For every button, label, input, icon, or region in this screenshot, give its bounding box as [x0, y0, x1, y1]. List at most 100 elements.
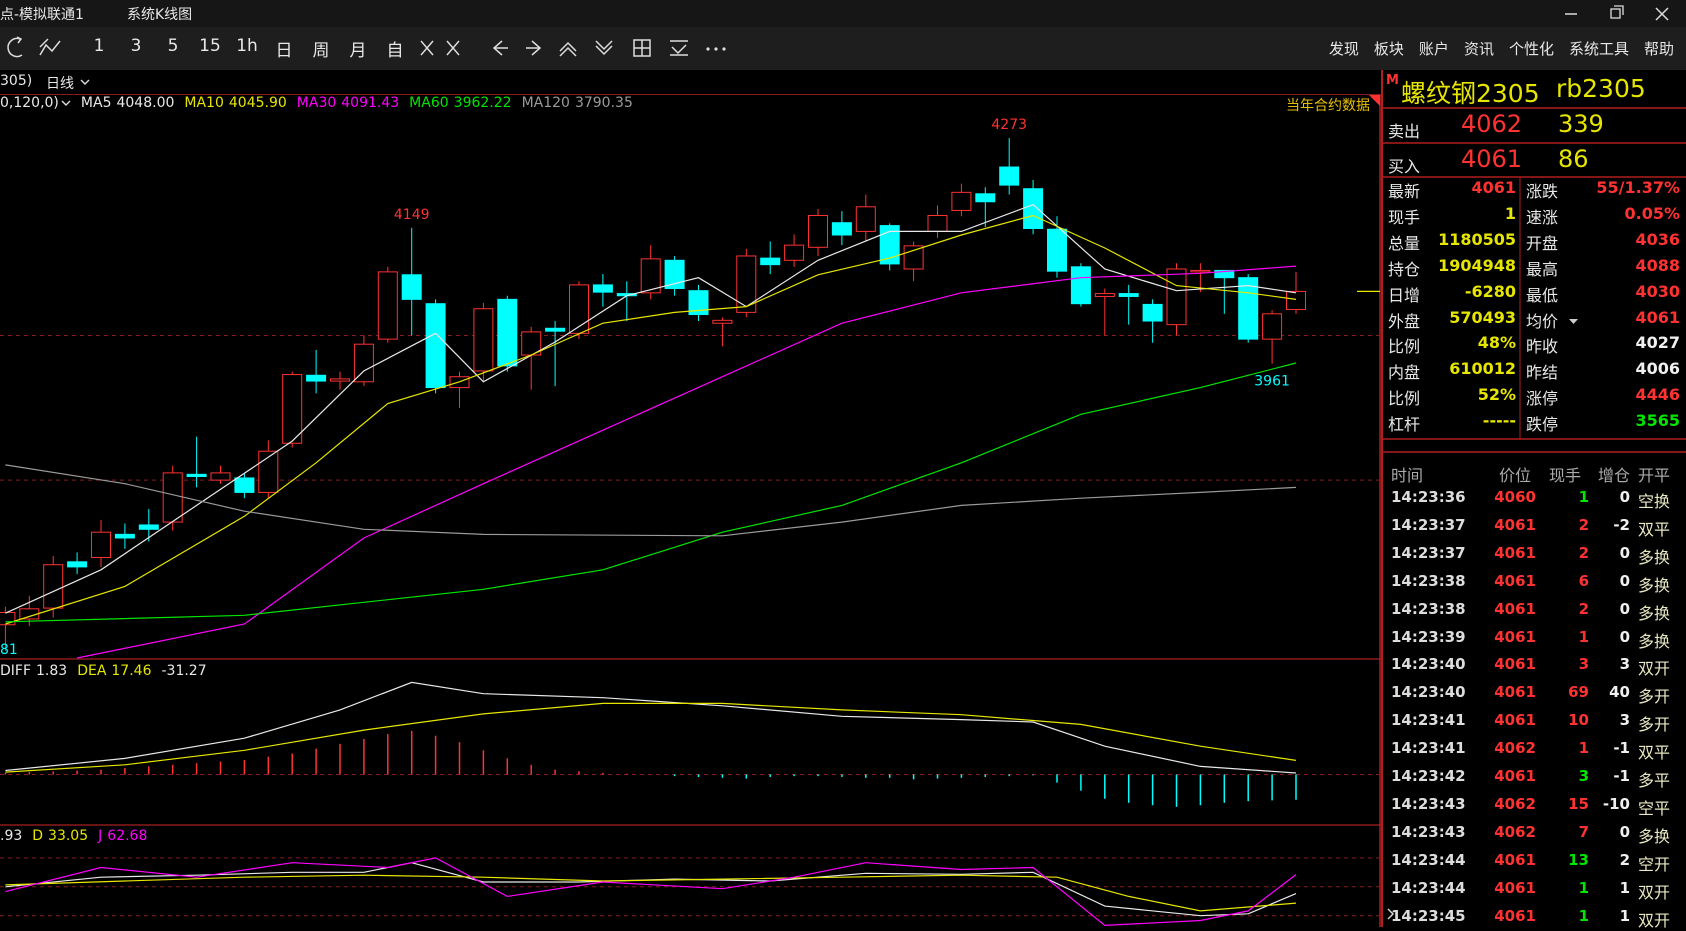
toolbar: 1 3 5 15 1h 日周月自 发现 板块 账户 资讯 个性化 系统工具 帮助 — [0, 27, 1686, 70]
trade-type: 双开 — [1638, 659, 1671, 679]
period-button[interactable]: 1h — [236, 36, 258, 56]
menu-item[interactable]: 资讯 — [1463, 40, 1494, 58]
candle-body — [258, 450, 279, 493]
candle-body — [855, 206, 876, 232]
trade-type: 多换 — [1638, 631, 1671, 651]
candle-body — [1262, 313, 1283, 340]
menu-item[interactable]: 账户 — [1418, 40, 1449, 58]
quote-value: ----- — [1482, 411, 1516, 431]
legend-item: MA10 4045.90 — [184, 95, 286, 111]
legend-item: .93 — [0, 828, 22, 844]
quote-value: 4006 — [1635, 359, 1680, 379]
indicator-line — [5, 702, 1297, 773]
menu-item[interactable]: 板块 — [1373, 40, 1404, 58]
quote-label: 跌停 — [1526, 415, 1559, 435]
period-button[interactable]: 自 — [386, 41, 404, 61]
menu-item[interactable]: 系统工具 — [1568, 40, 1629, 58]
quote-value: 4088 — [1635, 255, 1680, 275]
window-buttons[interactable] — [1555, 0, 1686, 27]
trade-price: 4061 — [1494, 515, 1536, 534]
trade-type: 空换 — [1638, 492, 1671, 511]
legend-name: J — [98, 828, 103, 844]
candle-body — [91, 531, 111, 558]
legend-params: 0,120,0) — [0, 95, 71, 111]
buy-label: 买入 — [1388, 157, 1421, 176]
candle-body — [67, 561, 88, 568]
menu-item[interactable]: 发现 — [1328, 40, 1359, 58]
menu-item[interactable]: 帮助 — [1643, 40, 1674, 58]
trade-change: 0 — [1619, 571, 1630, 590]
contract-code: rb2305 — [1556, 74, 1646, 103]
trade-change: 40 — [1609, 683, 1630, 702]
buy-volume: 86 — [1558, 145, 1589, 173]
high-label: 4273 — [991, 117, 1027, 133]
quote-value: 4030 — [1635, 281, 1680, 301]
trade-price: 4061 — [1494, 906, 1536, 925]
trade-type: 双开 — [1638, 882, 1671, 902]
period-button[interactable]: 月 — [349, 41, 367, 61]
trade-price: 4061 — [1494, 571, 1536, 590]
trade-time: 14:23:41 — [1391, 711, 1466, 730]
trade-price: 4060 — [1494, 488, 1536, 506]
triangle — [1569, 318, 1578, 324]
quote-value: 4061 — [1635, 307, 1680, 327]
contract: 305) — [0, 73, 33, 89]
legend-name: MA30 — [296, 95, 337, 111]
high-label: 4149 — [394, 207, 430, 223]
trade-type: 多开 — [1638, 715, 1671, 735]
candle-body — [138, 524, 159, 530]
trade-hand: 1 — [1578, 627, 1589, 646]
trade-change: -1 — [1613, 739, 1630, 758]
dropdown-icon[interactable] — [1569, 318, 1579, 326]
period-button[interactable]: 3 — [130, 36, 142, 56]
quote-value: 52% — [1477, 385, 1516, 405]
period-button[interactable]: 15 — [199, 36, 221, 56]
quote-label: 最新 — [1388, 182, 1421, 201]
dropdown-icon[interactable] — [61, 98, 71, 108]
charts: 4149 4273 3961 81 — [0, 94, 1381, 927]
trade-price: 4062 — [1494, 822, 1536, 841]
period-button[interactable]: 1 — [93, 36, 105, 56]
quote-label: 速涨 — [1526, 207, 1559, 227]
trade-change: -1 — [1613, 767, 1630, 785]
legend-value: 4048.00 — [116, 95, 175, 111]
trade-time: 14:23:43 — [1391, 794, 1466, 813]
legend-item: MA5 4048.00 — [81, 95, 174, 111]
trade-price: 4061 — [1494, 683, 1536, 702]
indicator-line — [5, 203, 1297, 614]
candle-body — [425, 303, 446, 389]
candle-body — [1094, 293, 1115, 297]
quote-value: 4036 — [1635, 229, 1680, 249]
trade-hand: 3 — [1578, 767, 1589, 785]
trade-change: 0 — [1619, 822, 1630, 841]
candle-body — [760, 257, 781, 266]
trade-price: 4062 — [1494, 739, 1536, 758]
candle-body — [712, 319, 733, 324]
panel-lines — [1383, 107, 1686, 920]
account: 点-模拟联通1 — [0, 7, 84, 23]
legend-name: DEA — [77, 663, 107, 679]
period-button[interactable]: 5 — [167, 36, 179, 56]
quote-label: 持仓 — [1388, 259, 1421, 279]
period-button[interactable]: 周 — [312, 41, 330, 61]
toolbar-icons — [7, 36, 726, 58]
candle-body — [879, 225, 900, 265]
trade-price: 4061 — [1494, 878, 1536, 897]
candle-body — [401, 274, 422, 300]
candle-body — [903, 245, 924, 270]
dropdown-icon[interactable] — [80, 77, 90, 87]
title-bar: 点-模拟联通1 系统K线图 — [0, 0, 1686, 27]
candle-body — [1047, 228, 1067, 272]
legend-name: D — [32, 828, 44, 844]
trade-change: 0 — [1619, 599, 1630, 618]
trade-price: 4062 — [1494, 794, 1536, 813]
period[interactable]: 日线 — [46, 76, 74, 92]
candle-body — [951, 191, 972, 211]
kdj-legend: .93 D 33.05 J 62.68 — [0, 828, 147, 844]
trade-hand: 2 — [1578, 515, 1589, 534]
period-button[interactable]: 日 — [275, 41, 293, 61]
legend-value: 3962.22 — [453, 95, 512, 111]
candle-body — [975, 193, 996, 203]
menu-item[interactable]: 个性化 — [1508, 40, 1554, 58]
trade-hand: 7 — [1578, 822, 1589, 841]
